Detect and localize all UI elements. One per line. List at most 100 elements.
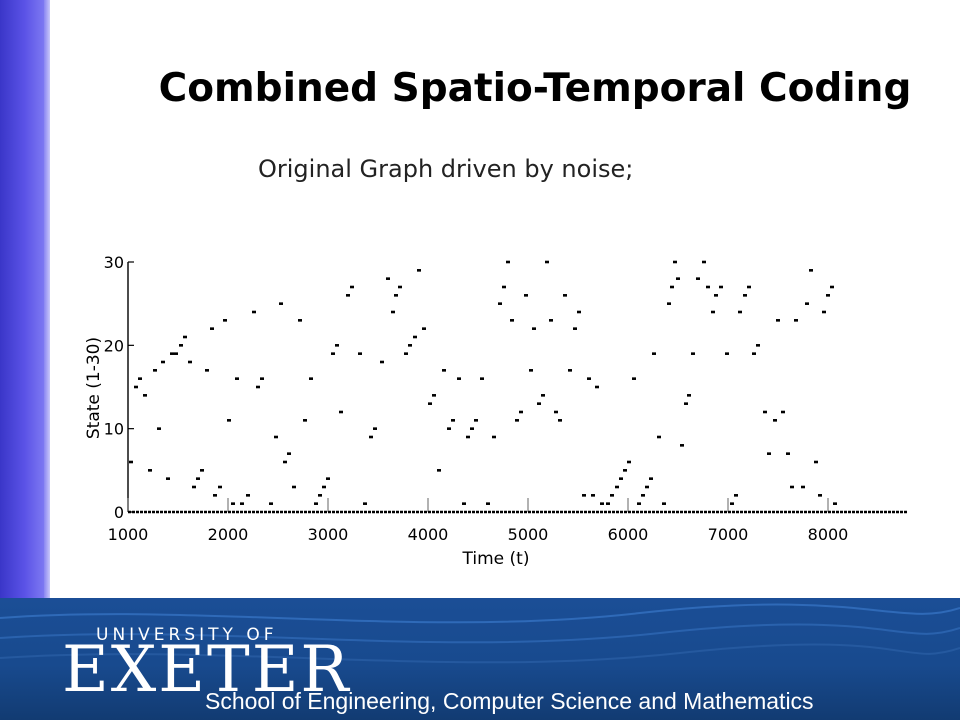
data-point	[545, 260, 549, 264]
data-point	[451, 419, 455, 422]
data-point	[645, 485, 649, 489]
x-tick-label: 3000	[308, 525, 349, 544]
data-point	[231, 502, 235, 505]
data-point	[470, 427, 474, 430]
data-point	[684, 402, 688, 405]
data-point	[200, 469, 204, 472]
data-point	[350, 285, 354, 289]
data-point	[391, 310, 395, 314]
data-point	[314, 502, 318, 505]
data-point	[292, 485, 296, 489]
data-point	[649, 477, 653, 480]
data-point	[502, 285, 506, 289]
data-point	[492, 435, 496, 439]
data-point	[680, 444, 684, 447]
chart-axes	[127, 261, 829, 513]
data-point	[462, 502, 466, 505]
data-point	[676, 277, 680, 280]
y-tick-label: 0	[114, 503, 124, 522]
data-point	[394, 294, 398, 297]
data-point	[256, 385, 260, 389]
data-point	[339, 410, 343, 414]
data-point	[170, 352, 174, 355]
data-point	[335, 344, 339, 347]
data-point	[591, 494, 595, 497]
data-point	[615, 485, 619, 489]
data-point	[790, 485, 794, 489]
data-point	[183, 335, 187, 339]
data-point	[563, 294, 567, 297]
data-point	[781, 410, 785, 414]
x-tick-label: 5000	[508, 525, 549, 544]
data-point	[205, 369, 209, 372]
data-point	[558, 419, 562, 422]
data-point	[309, 377, 313, 380]
data-point	[298, 319, 302, 322]
data-point	[833, 502, 837, 505]
data-point	[652, 352, 656, 355]
data-point	[595, 385, 599, 389]
slide-subtitle: Original Graph driven by noise;	[258, 155, 634, 183]
data-point	[179, 344, 183, 347]
data-point	[623, 469, 627, 472]
data-point	[432, 394, 436, 397]
data-point	[398, 285, 402, 289]
data-point	[822, 310, 826, 314]
data-point	[283, 460, 287, 464]
data-point	[457, 377, 461, 380]
data-point	[805, 302, 809, 305]
data-point	[632, 377, 636, 380]
data-point	[346, 294, 350, 297]
data-point	[627, 460, 631, 464]
data-point	[417, 269, 421, 272]
data-point	[474, 419, 478, 422]
data-point	[240, 502, 244, 505]
university-name: EXETER	[62, 633, 351, 707]
data-point	[358, 352, 362, 355]
data-point	[519, 410, 523, 414]
data-point	[809, 269, 813, 272]
data-point	[331, 352, 335, 355]
chart-labels: 0 10 20 30 1000 2000 3000 4000 5000 6000 7000 8000 T…	[84, 253, 848, 569]
y-tick-label: 20	[104, 336, 124, 355]
data-point	[210, 327, 214, 330]
data-point	[587, 377, 591, 380]
data-point	[673, 260, 677, 264]
data-point	[480, 377, 484, 380]
data-point	[756, 344, 760, 347]
data-point	[246, 494, 250, 497]
data-point	[369, 435, 373, 439]
data-point	[747, 285, 751, 289]
data-point	[619, 477, 623, 480]
x-tick-label: 8000	[808, 525, 849, 544]
data-point	[734, 494, 738, 497]
data-point	[506, 260, 510, 264]
data-point	[730, 502, 734, 505]
data-point	[279, 302, 283, 305]
data-point	[687, 394, 691, 397]
data-point	[188, 360, 192, 364]
footer-wave-lines	[0, 603, 960, 664]
x-tick-label: 1000	[108, 525, 149, 544]
data-point	[794, 319, 798, 322]
data-point	[711, 310, 715, 314]
data-point	[801, 485, 805, 489]
data-point	[743, 294, 747, 297]
data-point	[466, 435, 470, 439]
data-point	[235, 377, 239, 380]
data-point	[637, 502, 641, 505]
data-point	[129, 460, 133, 464]
data-point	[691, 352, 695, 355]
data-point	[776, 319, 780, 322]
school-name: School of Engineering, Computer Science …	[205, 688, 814, 714]
data-point	[442, 369, 446, 372]
data-point	[696, 277, 700, 280]
data-point	[498, 302, 502, 305]
data-point	[326, 477, 330, 480]
university-of-text: UNIVERSITY OF	[96, 625, 278, 645]
data-point	[153, 369, 157, 372]
data-point	[667, 302, 671, 305]
data-point	[287, 452, 291, 455]
data-point	[404, 352, 408, 355]
data-point	[662, 502, 666, 505]
